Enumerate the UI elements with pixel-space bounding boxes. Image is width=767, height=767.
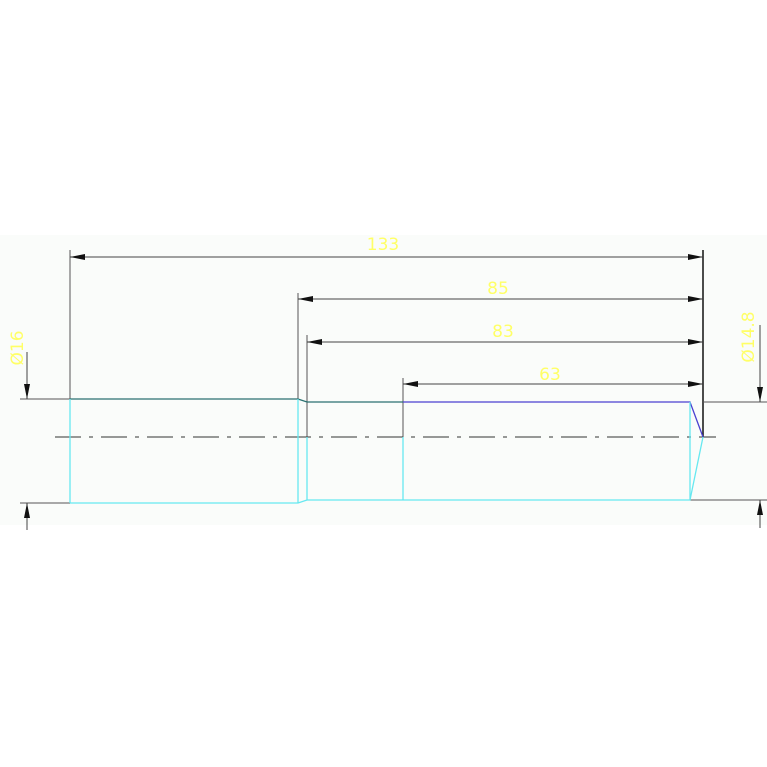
dim-d148-label: Ø14.8 (739, 311, 759, 362)
dim-85-label: 85 (487, 279, 509, 299)
dimension-lines (24, 254, 763, 530)
dim-83-label: 83 (492, 322, 514, 342)
part-outline (69, 398, 704, 504)
dim-63-label: 63 (539, 365, 561, 385)
extension-lines (20, 250, 767, 504)
dim-133-label: 133 (367, 235, 399, 255)
drawing-background (0, 235, 767, 525)
dim-d16-label: Ø16 (8, 330, 28, 365)
